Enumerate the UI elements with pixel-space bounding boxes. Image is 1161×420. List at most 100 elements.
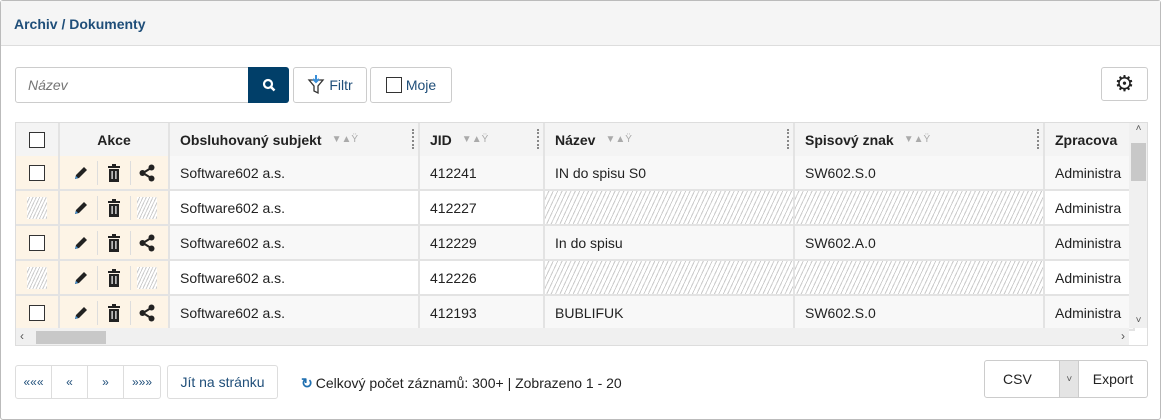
sort-filter-icon[interactable]: ▼▲Ÿ	[903, 134, 931, 145]
row-actions	[60, 261, 170, 296]
share-icon[interactable]	[131, 231, 164, 255]
horizontal-scrollbar[interactable]: ‹ ›	[16, 328, 1129, 345]
vertical-scroll-thumb[interactable]	[1131, 143, 1146, 181]
mine-toggle[interactable]: Moje	[370, 67, 452, 103]
gear-icon: ⚙	[1114, 71, 1135, 96]
row-select-cell	[16, 226, 60, 261]
header-label: Obsluhovaný subjekt	[180, 131, 322, 148]
row-actions	[60, 226, 170, 261]
cell-subjekt: Software602 a.s.	[170, 191, 420, 226]
export-format-select[interactable]: CSV ˅	[984, 360, 1079, 398]
cell-nazev: BUBLIFUK	[545, 296, 795, 331]
settings-button[interactable]: ⚙	[1101, 67, 1148, 101]
cell-jid: 412227	[420, 191, 545, 226]
trash-icon[interactable]	[98, 230, 131, 255]
sort-filter-icon[interactable]: ▼▲Ÿ	[461, 134, 489, 145]
table-row[interactable]: Software602 a.s. 412226 Administra	[16, 261, 1135, 296]
search-button[interactable]	[248, 67, 289, 103]
cell-zpracovatel: Administra	[1045, 296, 1135, 331]
refresh-icon[interactable]: ↻	[301, 375, 313, 391]
scroll-up-icon[interactable]: ˄	[1135, 123, 1142, 134]
cell-subjekt: Software602 a.s.	[170, 156, 420, 191]
table-header-row: Akce Obsluhovaný subjekt ▼▲Ÿ JID ▼▲Ÿ Název…	[16, 123, 1135, 158]
resize-handle[interactable]	[1037, 129, 1039, 149]
table-row[interactable]: Software602 a.s. 412227 Administra	[16, 191, 1135, 226]
cell-jid: 412226	[420, 261, 545, 296]
scroll-down-icon[interactable]: ˅	[1135, 315, 1142, 326]
row-checkbox[interactable]	[29, 304, 45, 321]
row-select-cell	[16, 296, 60, 331]
resize-handle[interactable]	[537, 129, 539, 149]
goto-page-button[interactable]: Jít na stránku	[167, 365, 278, 399]
select-all-cell	[16, 123, 60, 158]
panel-header: Archiv / Dokumenty	[1, 1, 1160, 46]
trash-icon[interactable]	[98, 265, 131, 290]
scroll-left-icon[interactable]: ‹	[20, 329, 24, 343]
filter-label: Filtr	[329, 77, 353, 93]
row-actions	[60, 156, 170, 191]
cell-nazev	[545, 191, 795, 226]
resize-handle[interactable]	[787, 129, 789, 149]
trash-icon[interactable]	[98, 300, 131, 325]
disabled-checkbox-placeholder	[27, 266, 47, 289]
header-label: JID	[430, 131, 452, 148]
trash-icon[interactable]	[98, 195, 131, 220]
share-icon[interactable]	[131, 301, 164, 325]
prev-page-button[interactable]: «	[52, 366, 88, 398]
horizontal-scroll-thumb[interactable]	[36, 331, 106, 344]
row-actions	[60, 296, 170, 331]
pencil-icon[interactable]	[65, 160, 98, 185]
cell-subjekt: Software602 a.s.	[170, 296, 420, 331]
header-subjekt[interactable]: Obsluhovaný subjekt ▼▲Ÿ	[170, 123, 420, 158]
pagination: ««« « » »»»	[15, 365, 161, 399]
pencil-icon[interactable]	[65, 230, 98, 255]
header-spisovy-znak[interactable]: Spisový znak ▼▲Ÿ	[795, 123, 1045, 158]
header-nazev[interactable]: Název ▼▲Ÿ	[545, 123, 795, 158]
cell-zpracovatel: Administra	[1045, 156, 1135, 191]
cell-zpracovatel: Administra	[1045, 261, 1135, 296]
filter-button[interactable]: Filtr	[293, 67, 367, 103]
mine-label: Moje	[405, 77, 437, 93]
row-select-cell	[16, 156, 60, 191]
vertical-scrollbar[interactable]: ˄ ˅	[1129, 123, 1147, 328]
pencil-icon[interactable]	[65, 300, 98, 325]
cell-nazev	[545, 261, 795, 296]
row-checkbox[interactable]	[29, 164, 45, 181]
share-icon[interactable]	[131, 161, 164, 185]
header-label: Spisový znak	[805, 131, 894, 148]
breadcrumb[interactable]: Archiv / Dokumenty	[14, 16, 146, 32]
select-all-checkbox[interactable]	[29, 131, 45, 148]
resize-handle[interactable]	[412, 129, 414, 149]
sort-filter-icon[interactable]: ▼▲Ÿ	[331, 134, 359, 145]
trash-icon[interactable]	[98, 160, 131, 185]
table-row[interactable]: Software602 a.s. 412241 IN do spisu S0 SW60…	[16, 156, 1135, 191]
share-disabled-placeholder	[131, 266, 164, 290]
sort-filter-icon[interactable]: ▼▲Ÿ	[605, 134, 632, 145]
cell-subjekt: Software602 a.s.	[170, 261, 420, 296]
last-page-button[interactable]: »»»	[131, 375, 153, 389]
table-row[interactable]: Software602 a.s. 412193 BUBLIFUK SW602.S.0 A…	[16, 296, 1135, 331]
cell-jid: 412229	[420, 226, 545, 261]
mine-checkbox[interactable]	[385, 77, 402, 93]
header-akce: Akce	[60, 123, 170, 158]
row-checkbox[interactable]	[29, 234, 45, 251]
record-count: Celkový počet záznamů: 300+ | Zobrazeno …	[315, 375, 622, 391]
cell-spisovy-znak	[795, 261, 1045, 296]
next-page-button[interactable]: »	[88, 366, 124, 398]
scroll-right-icon[interactable]: ›	[1121, 329, 1125, 343]
export-button[interactable]: Export	[1079, 360, 1148, 398]
table-row[interactable]: Software602 a.s. 412229 In do spisu SW602.A…	[16, 226, 1135, 261]
chevron-down-icon[interactable]: ˅	[1059, 361, 1078, 397]
row-actions	[60, 191, 170, 226]
header-zpracovatel[interactable]: Zpracova	[1045, 123, 1135, 158]
first-page-button[interactable]: «««	[16, 366, 52, 398]
header-label: Název	[555, 131, 596, 148]
header-jid[interactable]: JID ▼▲Ÿ	[420, 123, 545, 158]
documents-table: Akce Obsluhovaný subjekt ▼▲Ÿ JID ▼▲Ÿ Název…	[15, 122, 1148, 346]
search-input[interactable]	[15, 67, 249, 103]
cell-jid: 412193	[420, 296, 545, 331]
pencil-icon[interactable]	[65, 195, 98, 220]
cell-spisovy-znak: SW602.S.0	[795, 296, 1045, 331]
pencil-icon[interactable]	[65, 265, 98, 290]
